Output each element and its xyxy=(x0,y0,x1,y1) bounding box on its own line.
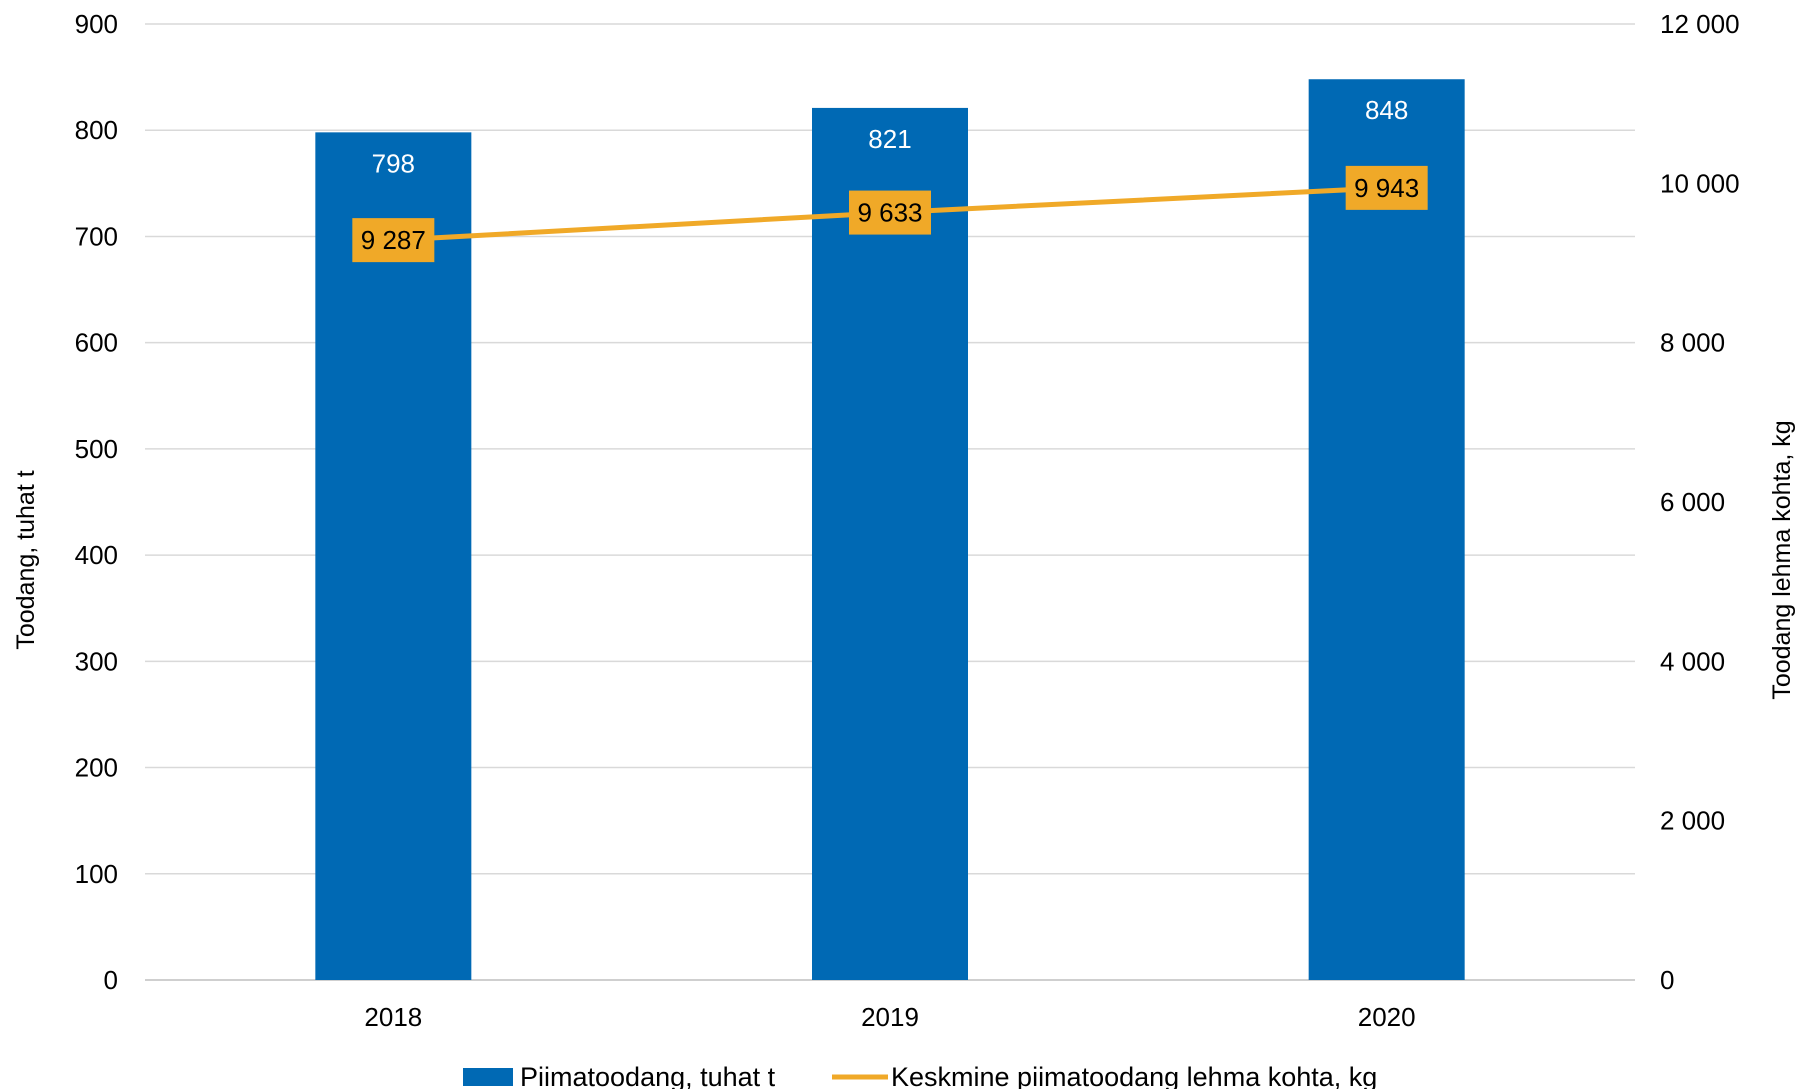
line-data-label: 9 633 xyxy=(857,198,922,228)
line-data-label: 9 287 xyxy=(361,225,426,255)
left-tick-label: 800 xyxy=(75,115,118,145)
right-tick-label: 4 000 xyxy=(1660,646,1725,676)
x-tick-label: 2020 xyxy=(1358,1002,1416,1032)
bar xyxy=(812,107,968,981)
right-tick-label: 12 000 xyxy=(1660,9,1740,39)
right-axis-title: Toodang lehma kohta, kg xyxy=(1768,420,1796,699)
left-axis-title: Toodang, tuhat t xyxy=(12,470,40,649)
x-tick-label: 2019 xyxy=(861,1002,919,1032)
legend-label-bar: Piimatoodang, tuhat t xyxy=(520,1062,776,1089)
left-tick-label: 400 xyxy=(75,540,118,570)
bar-series xyxy=(315,79,1465,981)
right-tick-label: 10 000 xyxy=(1660,168,1740,198)
right-tick-label: 6 000 xyxy=(1660,487,1725,517)
left-tick-label: 0 xyxy=(104,965,118,995)
legend-swatch-bar xyxy=(463,1068,513,1086)
line-data-label-box xyxy=(1345,165,1428,210)
left-tick-label: 700 xyxy=(75,221,118,251)
bar-data-label: 848 xyxy=(1365,95,1408,125)
bar-data-label: 798 xyxy=(372,148,415,178)
right-tick-label: 2 000 xyxy=(1660,806,1725,836)
left-tick-label: 300 xyxy=(75,646,118,676)
x-tick-label: 2018 xyxy=(364,1002,422,1032)
left-tick-label: 900 xyxy=(75,9,118,39)
left-axis-ticks: 0 100 200 300 400 500 600 700 800 900 xyxy=(75,9,118,995)
right-tick-label: 8 000 xyxy=(1660,328,1725,358)
line-data-label-box xyxy=(352,218,435,263)
left-tick-label: 100 xyxy=(75,859,118,889)
line-data-labels: 9 287 9 633 9 943 xyxy=(352,165,1428,263)
line-data-label-box xyxy=(849,190,931,235)
line-data-label: 9 943 xyxy=(1354,173,1419,203)
left-tick-label: 200 xyxy=(75,753,118,783)
x-axis-ticks: 2018 2019 2020 xyxy=(364,1002,1415,1032)
right-tick-label: 0 xyxy=(1660,965,1674,995)
legend-label-line: Keskmine piimatoodang lehma kohta, kg xyxy=(891,1062,1377,1089)
bar-data-labels: 798 821 848 xyxy=(372,95,1409,178)
bar xyxy=(1308,79,1465,981)
bar xyxy=(315,132,472,980)
left-tick-label: 500 xyxy=(75,434,118,464)
right-axis-ticks: 0 2 000 4 000 6 000 8 000 10 000 12 000 xyxy=(1660,9,1740,995)
bar-data-label: 821 xyxy=(868,124,911,154)
legend: Piimatoodang, tuhat t Keskmine piimatood… xyxy=(463,1062,1377,1089)
left-tick-label: 600 xyxy=(75,328,118,358)
